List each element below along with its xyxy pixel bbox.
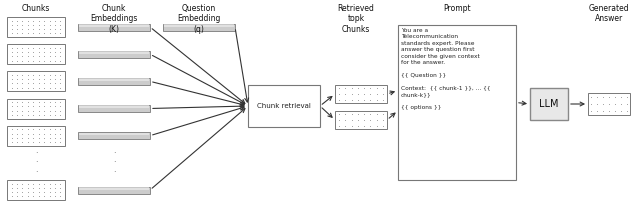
Text: ·
·
·: · · · xyxy=(35,149,37,177)
Bar xyxy=(79,133,149,135)
Bar xyxy=(79,78,149,81)
Bar xyxy=(7,17,65,37)
Bar xyxy=(78,51,150,58)
Bar xyxy=(7,44,65,64)
Bar xyxy=(7,99,65,119)
Text: Chunk
Embeddings
(K): Chunk Embeddings (K) xyxy=(90,4,138,34)
Bar xyxy=(248,85,320,127)
Bar xyxy=(163,23,235,31)
Bar xyxy=(78,78,150,85)
Bar xyxy=(7,180,65,200)
Bar xyxy=(335,85,387,103)
Bar xyxy=(79,105,149,108)
Bar xyxy=(530,88,568,120)
Text: Chunks: Chunks xyxy=(22,4,50,13)
Bar xyxy=(78,186,150,194)
Text: LLM: LLM xyxy=(540,99,559,109)
Bar xyxy=(588,93,630,115)
Bar xyxy=(79,187,149,190)
Bar xyxy=(335,111,387,129)
Bar xyxy=(78,132,150,139)
Text: Question
Embedding
(q): Question Embedding (q) xyxy=(177,4,221,34)
Text: ·
·
·: · · · xyxy=(113,149,115,177)
Bar xyxy=(79,24,149,27)
Bar xyxy=(7,71,65,91)
Text: Retrieved
topk
Chunks: Retrieved topk Chunks xyxy=(337,4,374,34)
Bar xyxy=(164,24,234,27)
Bar xyxy=(7,126,65,146)
Text: You are a
Telecommunication
standards expert. Please
answer the question first
c: You are a Telecommunication standards ex… xyxy=(401,28,491,110)
Bar xyxy=(78,23,150,31)
Text: Generated
Answer: Generated Answer xyxy=(589,4,629,23)
Bar xyxy=(78,105,150,112)
Text: Prompt: Prompt xyxy=(443,4,471,13)
Bar xyxy=(398,25,516,180)
Text: Chunk retrieval: Chunk retrieval xyxy=(257,103,311,109)
Bar xyxy=(79,51,149,54)
